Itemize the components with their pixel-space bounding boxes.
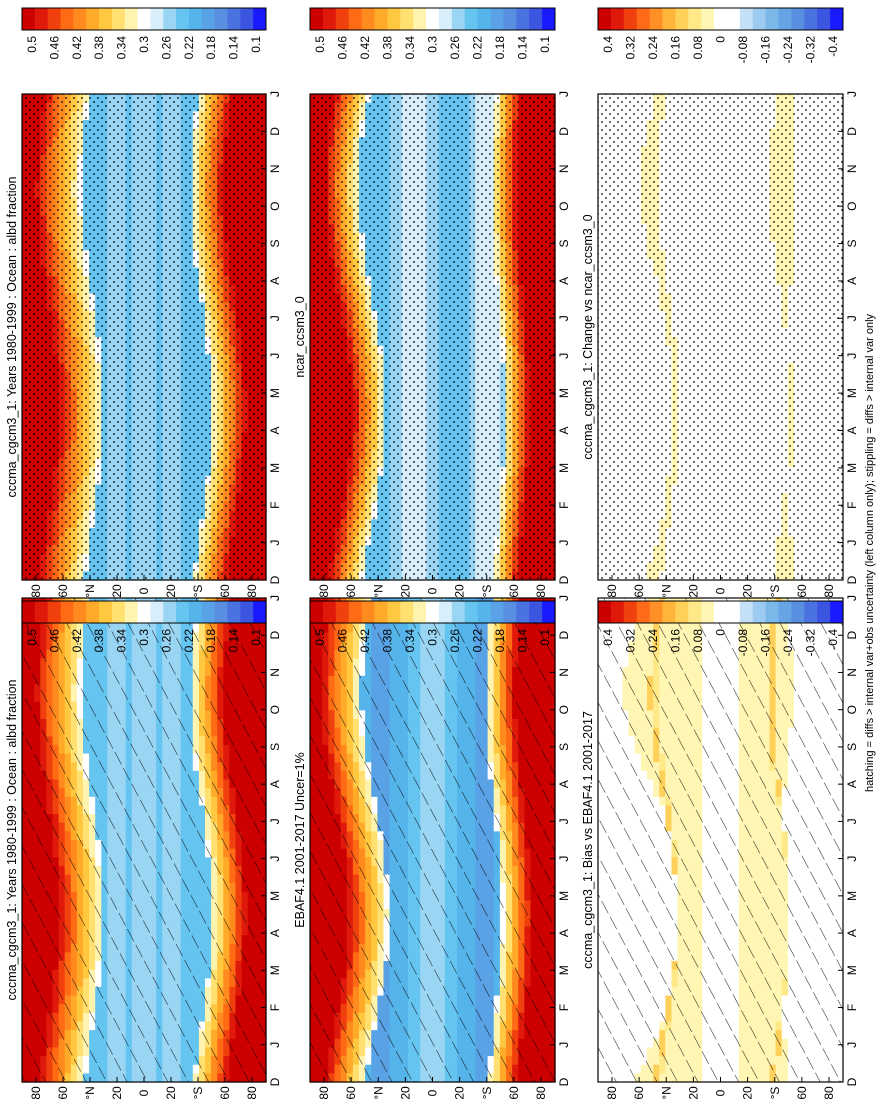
month-tick-label: J: [557, 1042, 571, 1048]
lat-tick-label: 80: [245, 1086, 259, 1100]
lat-tick-label: 20: [453, 1086, 467, 1100]
month-tick-label: J: [268, 818, 282, 824]
panel-title: EBAF4.1 2001-2017 Uncer=1%: [293, 752, 307, 927]
month-tick-label: J: [268, 1042, 282, 1048]
month-tick-label: N: [268, 668, 282, 677]
month-tick-label: J: [557, 595, 571, 601]
month-tick-label: F: [557, 1004, 571, 1011]
hatching-overlay: [22, 598, 266, 1082]
month-tick-label: J: [268, 856, 282, 862]
lat-tick-label: 60: [56, 1086, 70, 1100]
lat-tick-label: 60: [344, 1086, 358, 1100]
month-tick-label: M: [268, 891, 282, 901]
lat-tick-label: 80: [29, 1086, 43, 1100]
panel-title: cccma_cgcm3_1: Years 1980-1999 : Ocean :…: [5, 679, 19, 1000]
lat-tick-label: °N: [371, 1086, 385, 1099]
lat-tick-label: °N: [83, 1086, 97, 1099]
month-tick-label: D: [268, 1077, 282, 1086]
month-tick-label: D: [268, 631, 282, 640]
month-tick-label: A: [557, 780, 571, 788]
month-tick-label: M: [268, 965, 282, 975]
month-tick-label: S: [557, 743, 571, 751]
lat-tick-label: 20: [398, 1086, 412, 1100]
panel-model_abs: 80 60 °N 20 0 20 °S 60 80 D J F M A M J J A S O N D Jcccma_cgc…: [5, 595, 282, 1100]
month-tick-label: A: [268, 929, 282, 937]
month-tick-label: D: [557, 1077, 571, 1086]
month-tick-label: A: [557, 929, 571, 937]
month-tick-label: A: [268, 780, 282, 788]
lat-tick-label: 80: [317, 1086, 331, 1100]
month-tick-label: F: [268, 1004, 282, 1011]
lat-tick-label: 20: [110, 1086, 124, 1100]
lat-tick-label: 20: [164, 1086, 178, 1100]
lat-tick-label: 60: [507, 1086, 521, 1100]
lat-tick-label: 0: [137, 1089, 151, 1096]
lat-tick-label: °S: [480, 1087, 494, 1100]
lat-tick-label: 80: [534, 1086, 548, 1100]
lat-tick-label: °S: [191, 1087, 205, 1100]
month-tick-label: O: [557, 705, 571, 714]
lat-tick-label: 0: [426, 1089, 440, 1096]
panel-obs_abs: 80 60 °N 20 0 20 °S 60 80 D J F M A M J J A S O N D J EBAF4.1 2…: [293, 595, 571, 1100]
hatching-overlay: [310, 598, 555, 1082]
month-tick-label: M: [557, 965, 571, 975]
lat-tick-label: 60: [218, 1086, 232, 1100]
month-tick-label: J: [557, 856, 571, 862]
month-tick-label: O: [268, 705, 282, 714]
month-tick-label: M: [557, 891, 571, 901]
month-tick-label: D: [557, 631, 571, 640]
month-tick-label: J: [557, 818, 571, 824]
month-tick-label: J: [268, 595, 282, 601]
month-tick-label: N: [557, 668, 571, 677]
month-tick-label: S: [268, 743, 282, 751]
